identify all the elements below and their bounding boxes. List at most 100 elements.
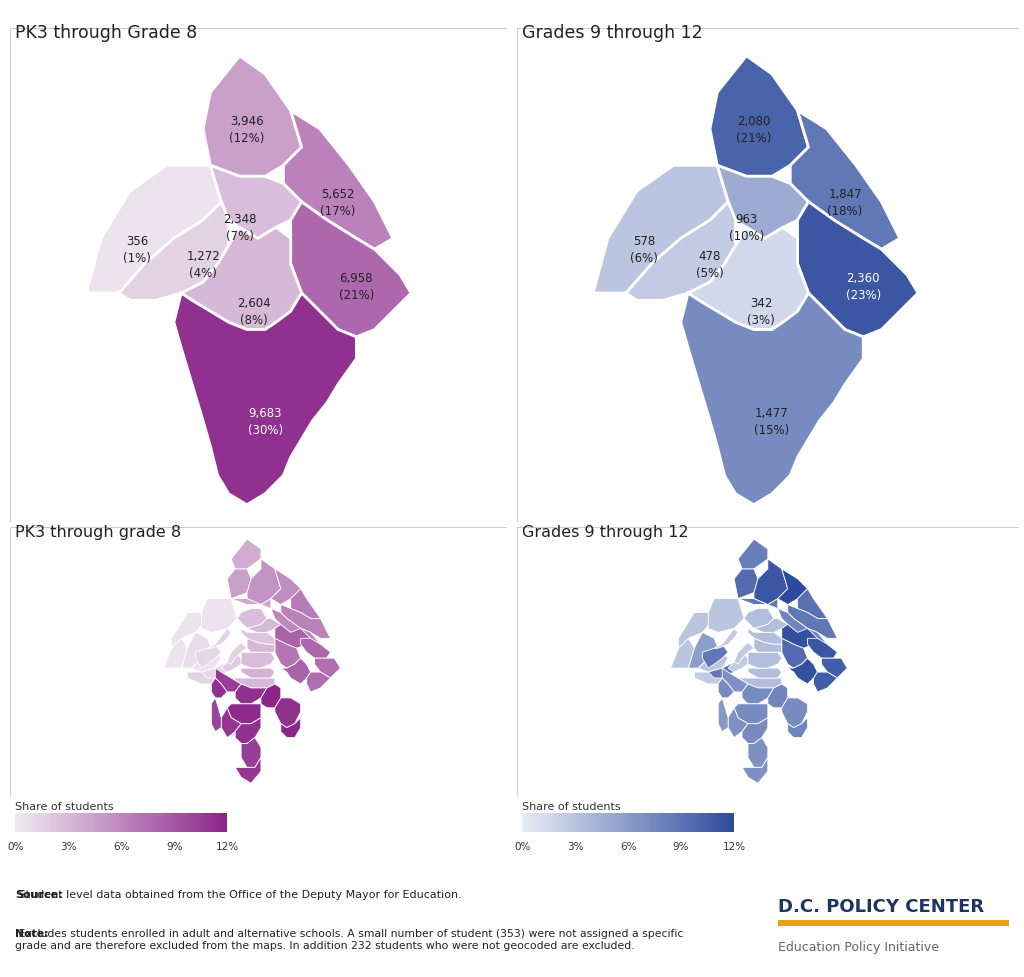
Bar [52,813,53,832]
Bar [686,813,687,832]
Bar [101,813,102,832]
Bar [553,813,554,832]
Bar [525,813,526,832]
Bar [41,813,42,832]
Polygon shape [221,653,241,672]
Bar [43,813,44,832]
Bar [689,813,690,832]
Polygon shape [734,643,754,664]
Polygon shape [191,649,221,672]
Bar [655,813,656,832]
Bar [630,813,632,832]
Bar [177,813,178,832]
Bar [168,813,169,832]
Bar [189,813,190,832]
Polygon shape [709,662,738,678]
Bar [683,813,684,832]
Polygon shape [728,653,748,672]
Bar [157,813,158,832]
Bar [607,813,608,832]
Polygon shape [174,294,356,505]
Bar [684,813,685,832]
Bar [117,813,118,832]
Bar [118,813,119,832]
Bar [185,813,187,832]
Bar [628,813,629,832]
Bar [589,813,590,832]
Polygon shape [247,639,274,653]
Bar [170,813,171,832]
Text: 6%: 6% [620,841,636,851]
Bar [100,813,101,832]
Bar [524,813,525,832]
Polygon shape [798,202,918,337]
Bar [121,813,122,832]
Bar [84,813,85,832]
Text: 356
(1%): 356 (1%) [124,235,152,265]
Bar [154,813,155,832]
Bar [32,813,33,832]
Text: Excludes students enrolled in adult and alternative schools. A small number of s: Excludes students enrolled in adult and … [15,928,684,950]
Bar [636,813,637,832]
Bar [200,813,201,832]
Bar [23,813,24,832]
Bar [623,813,624,832]
Bar [732,813,733,832]
Bar [196,813,197,832]
Text: Student level data obtained from the Office of the Deputy Mayor for Education.: Student level data obtained from the Off… [15,889,462,899]
Bar [22,813,23,832]
Bar [620,813,621,832]
Bar [597,813,598,832]
Bar [104,813,105,832]
Text: 1,272
(4%): 1,272 (4%) [186,249,220,279]
Bar [146,813,147,832]
Bar [76,813,77,832]
Bar [613,813,614,832]
Bar [610,813,611,832]
Text: Share of students: Share of students [15,801,114,811]
Bar [633,813,634,832]
Bar [55,813,56,832]
Bar [207,813,208,832]
Bar [18,813,19,832]
Bar [609,813,610,832]
Bar [595,813,596,832]
Bar [155,813,157,832]
Bar [20,813,22,832]
Bar [199,813,200,832]
Polygon shape [236,684,267,704]
Bar [158,813,159,832]
Bar [99,813,100,832]
Bar [587,813,588,832]
Bar [659,813,660,832]
Bar [646,813,647,832]
Bar [707,813,708,832]
Polygon shape [215,668,241,693]
Bar [573,813,574,832]
Polygon shape [768,684,787,708]
Polygon shape [203,57,302,177]
Text: 1,847
(18%): 1,847 (18%) [827,188,862,218]
Bar [596,813,597,832]
Polygon shape [718,699,728,732]
Bar [527,813,528,832]
Bar [183,813,184,832]
Bar [696,813,697,832]
Bar [159,813,160,832]
Bar [198,813,199,832]
Bar [210,813,211,832]
Bar [219,813,220,832]
Bar [27,813,28,832]
Bar [650,813,651,832]
Bar [568,813,570,832]
Bar [184,813,185,832]
Bar [82,813,83,832]
Bar [88,813,89,832]
Bar [652,813,653,832]
Bar [87,813,88,832]
Bar [673,813,674,832]
Bar [680,813,681,832]
Polygon shape [210,166,302,239]
Bar [44,813,45,832]
Bar [148,813,150,832]
